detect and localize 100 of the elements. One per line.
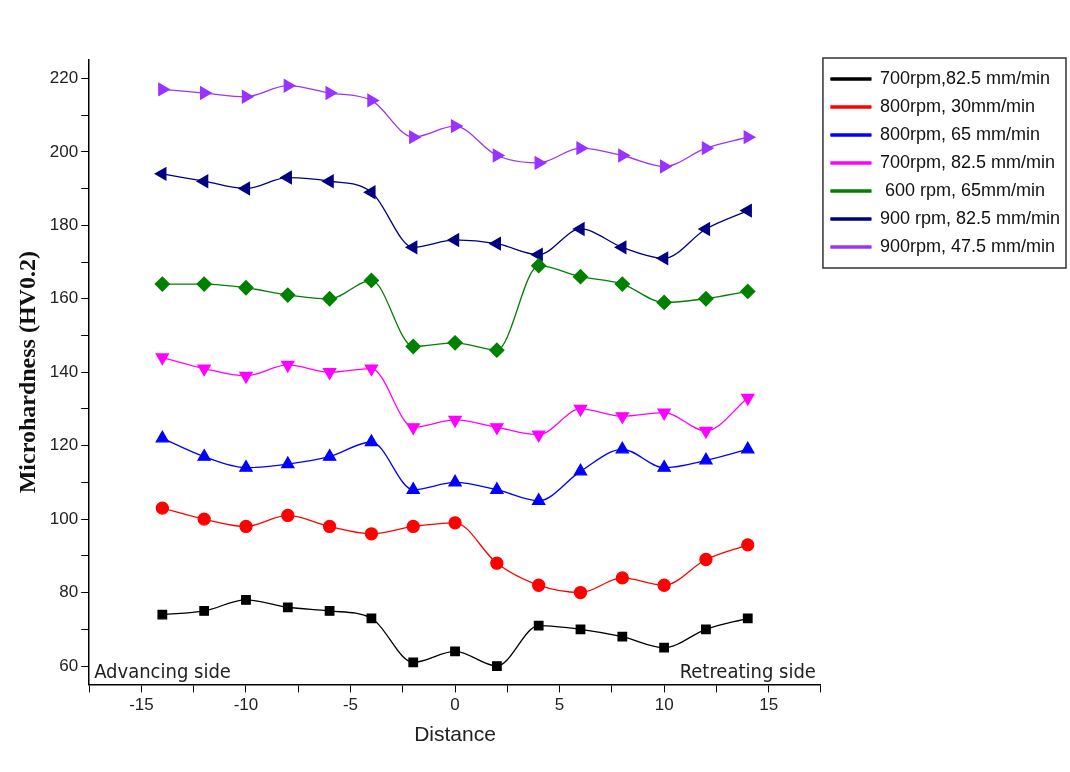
point: [615, 571, 629, 585]
point: [238, 280, 254, 296]
point: [409, 130, 421, 144]
point: [363, 272, 380, 289]
point: [489, 236, 502, 251]
point: [699, 552, 713, 567]
point: [155, 430, 170, 443]
point: [450, 119, 463, 133]
y-tick-label: 140: [49, 361, 79, 381]
point: [154, 276, 170, 292]
point: [573, 585, 588, 600]
point: [408, 657, 419, 668]
point: [322, 449, 337, 461]
point: [238, 181, 251, 196]
point: [321, 291, 338, 307]
point: [575, 624, 586, 635]
point: [492, 148, 505, 163]
point: [448, 415, 462, 428]
point: [158, 82, 170, 97]
point: [281, 456, 295, 469]
point: [656, 294, 672, 311]
point: [325, 86, 338, 100]
point: [699, 426, 713, 439]
point: [197, 512, 211, 526]
point: [239, 519, 253, 534]
x-tick-label: -5: [342, 695, 359, 715]
x-tick-label: 15: [759, 695, 779, 715]
point: [701, 141, 714, 155]
point: [364, 434, 379, 447]
point: [405, 338, 421, 355]
point: [699, 452, 713, 465]
annotation: Retreating side: [679, 658, 816, 683]
point: [741, 393, 755, 406]
point: [155, 501, 169, 515]
legend-label: 900 rpm, 82.5 mm/min: [879, 207, 1060, 228]
y-tick-label: 160: [49, 288, 79, 308]
point: [447, 335, 463, 351]
annotation: Advancing side: [94, 658, 231, 683]
point: [364, 364, 379, 377]
point: [406, 482, 420, 494]
point: [197, 449, 211, 461]
point: [657, 578, 671, 592]
point: [657, 408, 671, 421]
point: [447, 233, 460, 247]
x-tick-label: -15: [129, 695, 154, 715]
y-tick-label: 180: [49, 214, 79, 234]
legend-label: 800rpm, 30mm/min: [879, 95, 1035, 116]
point: [531, 493, 546, 505]
point: [155, 353, 170, 366]
point: [576, 141, 589, 155]
point: [450, 646, 460, 657]
point: [239, 460, 253, 472]
point: [241, 90, 254, 104]
point: [741, 441, 755, 454]
point: [489, 342, 505, 358]
legend-label: 700rpm,82.5 mm/min: [879, 67, 1050, 88]
point: [743, 130, 756, 144]
x-tick-label: 10: [654, 695, 674, 715]
point: [154, 167, 167, 181]
point: [406, 423, 420, 435]
point: [740, 283, 756, 300]
point: [614, 276, 630, 292]
legend-label: 800rpm, 65 mm/min: [879, 123, 1040, 144]
point: [281, 508, 295, 523]
point: [701, 624, 711, 635]
point: [573, 404, 588, 417]
point: [490, 423, 504, 435]
point: [241, 595, 251, 605]
point: [197, 364, 211, 377]
point: [572, 269, 589, 285]
legend-label: 700rpm, 82.5 mm/min: [879, 151, 1055, 172]
point: [740, 203, 752, 218]
point: [534, 156, 547, 170]
point: [363, 185, 376, 199]
point: [280, 287, 296, 303]
point: [324, 606, 335, 616]
point: [282, 602, 293, 613]
point: [280, 170, 292, 185]
point: [322, 519, 337, 534]
point: [490, 556, 504, 570]
point: [196, 174, 209, 188]
y-axis-title: Microhardness (HV0.2): [13, 251, 40, 494]
y-tick-label: 120: [49, 435, 79, 455]
point: [533, 620, 544, 631]
point: [200, 86, 212, 100]
x-tick-label: 0: [450, 695, 460, 715]
point: [741, 538, 755, 552]
x-tick-label: 5: [554, 695, 565, 715]
point: [157, 609, 168, 620]
y-tick-label: 80: [59, 582, 79, 602]
point: [283, 79, 296, 93]
point: [531, 247, 543, 262]
point: [366, 613, 377, 624]
point: [199, 606, 210, 616]
point: [322, 368, 337, 380]
y-tick-label: 100: [49, 508, 79, 528]
point: [532, 578, 546, 592]
point: [239, 371, 253, 384]
x-axis-title: Distance: [414, 722, 496, 746]
legend-label: 600 rpm, 65mm/min: [879, 179, 1045, 200]
